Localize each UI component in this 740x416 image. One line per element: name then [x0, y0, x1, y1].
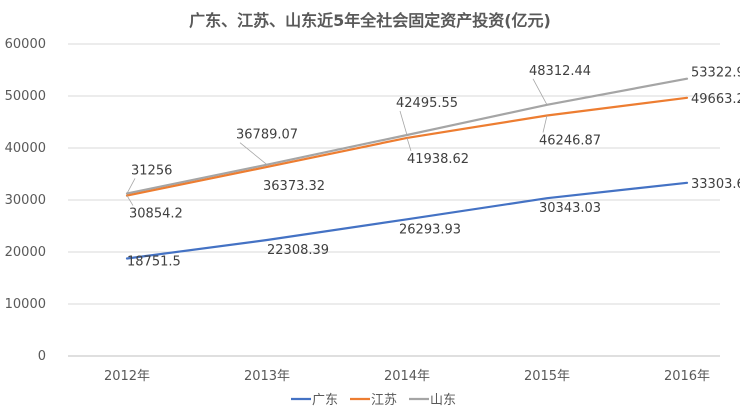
data-label-leader: [406, 137, 412, 152]
data-label-leader: [126, 195, 134, 206]
y-axis: 0 10000 20000 30000 40000 50000 60000: [5, 37, 46, 364]
data-label: 42495.55: [396, 96, 458, 111]
y-tick-label: 0: [38, 349, 46, 364]
data-label-leader: [126, 178, 136, 194]
legend-label: 广东: [312, 393, 338, 408]
x-tick-label: 2014年: [384, 369, 430, 384]
data-label: 49663.21: [691, 92, 740, 107]
data-label: 36373.32: [263, 179, 325, 194]
data-label-leader: [542, 115, 548, 133]
legend-label: 江苏: [371, 392, 397, 408]
data-label: 33303.64: [691, 177, 740, 192]
y-tick-label: 10000: [5, 297, 46, 312]
data-label: 31256: [131, 163, 172, 178]
x-tick-label: 2015年: [524, 369, 570, 384]
data-label: 41938.62: [407, 152, 469, 167]
chart-title: 广东、江苏、山东近5年全社会固定资产投资(亿元): [189, 11, 551, 30]
data-label-leader: [532, 78, 548, 105]
x-tick-label: 2016年: [664, 369, 710, 384]
data-label: 36789.07: [236, 128, 298, 143]
data-label: 30343.03: [539, 201, 601, 216]
data-label: 53322.94: [691, 66, 740, 81]
data-label: 48312.44: [529, 64, 591, 79]
data-label-leader: [399, 110, 408, 136]
x-tick-label: 2013年: [244, 369, 290, 384]
data-label: 30854.2: [129, 207, 183, 222]
series-line-广东: [125, 181, 689, 260]
legend-label: 山东: [430, 393, 456, 408]
series-line-江苏: [125, 96, 689, 197]
y-tick-label: 50000: [5, 89, 46, 104]
y-tick-label: 30000: [5, 193, 46, 208]
y-tick-label: 40000: [5, 141, 46, 156]
data-label: 18751.5: [127, 254, 181, 269]
data-label-leader: [239, 142, 268, 166]
x-axis: 2012年 2013年 2014年 2015年 2016年: [104, 369, 710, 384]
legend: 广东 江苏 山东: [291, 392, 456, 408]
x-tick-label: 2012年: [104, 369, 150, 384]
y-tick-label: 60000: [5, 37, 46, 52]
data-labels: 18751.5 22308.39 26293.93 30343.03 33303.64 3…: [126, 64, 740, 269]
data-label: 46246.87: [539, 134, 601, 149]
y-tick-label: 20000: [5, 245, 46, 260]
data-label: 26293.93: [399, 222, 461, 237]
data-label: 22308.39: [267, 243, 329, 258]
